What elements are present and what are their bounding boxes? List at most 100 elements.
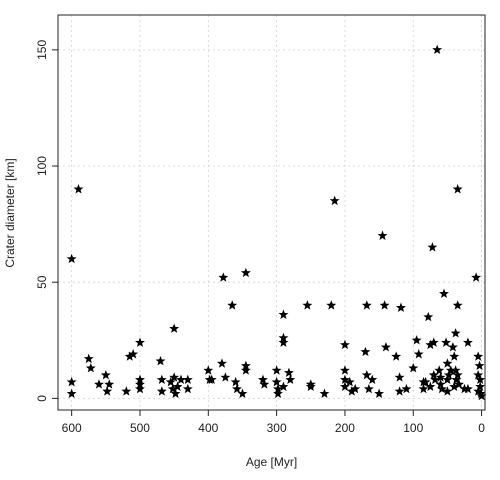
data-point bbox=[121, 386, 132, 396]
data-point bbox=[167, 383, 178, 394]
data-point bbox=[432, 44, 443, 55]
data-point bbox=[271, 365, 282, 375]
data-point bbox=[451, 374, 462, 384]
data-point bbox=[227, 300, 238, 310]
data-point bbox=[394, 372, 405, 382]
data-point bbox=[73, 184, 84, 194]
data-point bbox=[102, 386, 113, 396]
data-point bbox=[377, 230, 388, 240]
data-point bbox=[66, 376, 77, 387]
x-tick-label: 600 bbox=[62, 421, 82, 435]
data-point bbox=[237, 388, 248, 398]
data-point bbox=[391, 351, 402, 361]
data-point bbox=[278, 309, 289, 319]
data-point bbox=[439, 288, 449, 299]
data-point bbox=[285, 374, 296, 384]
data-point bbox=[452, 300, 463, 310]
data-point bbox=[447, 342, 458, 352]
data-point bbox=[430, 374, 441, 384]
data-point bbox=[85, 362, 96, 373]
data-point bbox=[155, 356, 166, 366]
data-point bbox=[443, 369, 454, 380]
y-tick-label: 50 bbox=[35, 275, 49, 289]
data-point bbox=[425, 339, 436, 350]
y-tick-label: 100 bbox=[35, 156, 49, 176]
data-point bbox=[437, 383, 447, 394]
data-point bbox=[104, 379, 115, 389]
data-point bbox=[420, 376, 431, 387]
data-point bbox=[346, 386, 357, 396]
data-point bbox=[449, 381, 460, 391]
data-point bbox=[396, 302, 406, 312]
data-point bbox=[374, 388, 385, 398]
data-point bbox=[240, 267, 251, 278]
data-point bbox=[418, 383, 429, 394]
data-point bbox=[435, 372, 446, 382]
x-tick-label: 400 bbox=[198, 421, 218, 435]
x-tick-label: 100 bbox=[403, 421, 423, 435]
y-tick-label: 150 bbox=[35, 40, 49, 60]
data-point bbox=[258, 374, 268, 384]
data-point bbox=[94, 379, 104, 389]
data-point bbox=[100, 369, 111, 380]
data-point bbox=[427, 242, 438, 252]
data-point bbox=[169, 323, 180, 333]
data-point bbox=[462, 337, 473, 347]
data-point bbox=[83, 353, 94, 364]
data-point bbox=[165, 376, 176, 387]
data-point bbox=[361, 300, 372, 310]
data-point bbox=[380, 342, 391, 352]
data-point bbox=[259, 379, 270, 389]
data-point bbox=[475, 374, 486, 384]
data-point bbox=[340, 339, 350, 350]
data-point bbox=[340, 381, 350, 391]
data-point bbox=[462, 383, 473, 394]
y-tick-label: 0 bbox=[35, 395, 49, 402]
data-point bbox=[379, 300, 390, 310]
data-point bbox=[363, 383, 374, 394]
data-point bbox=[360, 346, 371, 357]
data-point bbox=[473, 351, 484, 361]
data-point bbox=[475, 381, 486, 391]
data-point bbox=[135, 383, 145, 394]
data-point bbox=[66, 388, 77, 398]
data-point bbox=[442, 358, 453, 368]
data-point bbox=[217, 358, 227, 368]
data-points bbox=[66, 44, 487, 401]
data-point bbox=[271, 376, 282, 387]
data-point bbox=[471, 272, 482, 282]
plot-frame bbox=[57, 14, 486, 411]
data-point bbox=[230, 376, 241, 387]
data-point bbox=[124, 351, 135, 361]
data-point bbox=[329, 195, 340, 206]
data-point bbox=[156, 386, 167, 396]
data-point bbox=[182, 374, 193, 384]
data-point bbox=[350, 383, 361, 394]
data-point bbox=[340, 374, 350, 384]
data-point bbox=[473, 386, 484, 396]
data-point bbox=[206, 374, 217, 384]
data-point bbox=[172, 381, 183, 391]
data-point bbox=[135, 337, 145, 347]
data-point bbox=[176, 374, 186, 384]
data-point bbox=[326, 300, 337, 310]
data-point bbox=[401, 383, 412, 394]
data-point bbox=[182, 383, 193, 394]
data-point bbox=[319, 388, 330, 398]
data-point bbox=[169, 372, 180, 382]
data-point bbox=[474, 360, 485, 371]
data-point bbox=[452, 184, 463, 194]
data-point bbox=[450, 365, 461, 375]
y-axis-label: Crater diameter [km] bbox=[3, 158, 17, 267]
data-point bbox=[156, 374, 167, 384]
data-point bbox=[220, 372, 231, 382]
data-point bbox=[442, 386, 453, 396]
data-point bbox=[442, 374, 453, 384]
data-point bbox=[411, 335, 422, 345]
data-point bbox=[240, 365, 251, 375]
data-point bbox=[273, 388, 283, 398]
data-point bbox=[203, 365, 214, 375]
data-point bbox=[367, 374, 378, 384]
x-tick-label: 300 bbox=[267, 421, 287, 435]
